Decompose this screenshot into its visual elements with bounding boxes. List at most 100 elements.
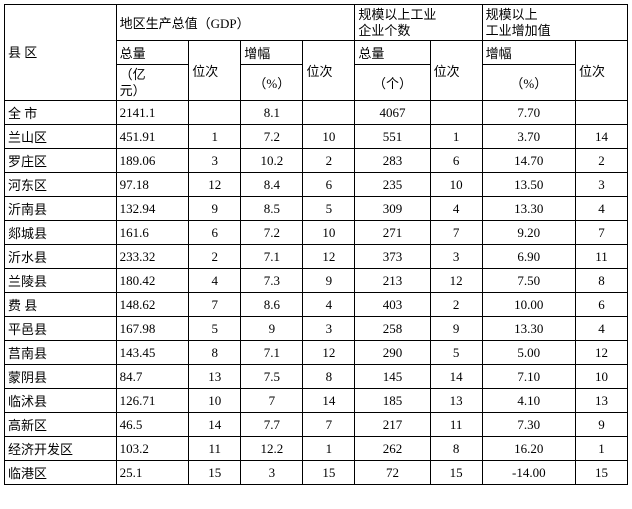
cell-va-growth: 7.70 <box>482 101 575 125</box>
cell-gdp-growth: 8.1 <box>241 101 303 125</box>
hdr-ent-rank: 位次 <box>430 41 482 101</box>
cell-gdp-growth-rank: 12 <box>303 245 355 269</box>
cell-gdp-total: 103.2 <box>116 437 189 461</box>
cell-gdp-total: 167.98 <box>116 317 189 341</box>
cell-gdp-growth: 7.2 <box>241 221 303 245</box>
cell-region: 全 市 <box>5 101 117 125</box>
table-row: 沂水县233.3227.11237336.9011 <box>5 245 628 269</box>
cell-gdp-growth-rank: 6 <box>303 173 355 197</box>
cell-gdp-total: 25.1 <box>116 461 189 485</box>
cell-va-rank: 1 <box>576 437 628 461</box>
cell-va-growth: 7.10 <box>482 365 575 389</box>
table-row: 临沭县126.7110714185134.1013 <box>5 389 628 413</box>
unit-yi-l1: （亿 <box>120 67 146 82</box>
hdr-unit-count: （个） <box>355 65 430 101</box>
cell-region: 沂水县 <box>5 245 117 269</box>
cell-ent-rank: 15 <box>430 461 482 485</box>
cell-gdp-growth-rank: 10 <box>303 125 355 149</box>
table-row: 蒙阴县84.7137.58145147.1010 <box>5 365 628 389</box>
cell-gdp-rank: 8 <box>189 341 241 365</box>
cell-va-rank: 9 <box>576 413 628 437</box>
cell-ent-total: 309 <box>355 197 430 221</box>
hdr-va-rank: 位次 <box>576 41 628 101</box>
cell-ent-rank: 4 <box>430 197 482 221</box>
cell-ent-total: 373 <box>355 245 430 269</box>
cell-gdp-rank: 13 <box>189 365 241 389</box>
cell-region: 临沭县 <box>5 389 117 413</box>
cell-va-growth: 3.70 <box>482 125 575 149</box>
cell-ent-rank: 10 <box>430 173 482 197</box>
cell-va-growth: 7.50 <box>482 269 575 293</box>
cell-ent-rank: 12 <box>430 269 482 293</box>
cell-region: 兰山区 <box>5 125 117 149</box>
cell-gdp-growth-rank: 15 <box>303 461 355 485</box>
hdr-enterprises-group: 规模以上工业 企业个数 <box>355 5 482 41</box>
table-header: 县 区 地区生产总值（GDP） 规模以上工业 企业个数 规模以上 工业增加值 总… <box>5 5 628 101</box>
hdr-gdp-rank: 位次 <box>189 41 241 101</box>
cell-gdp-rank: 5 <box>189 317 241 341</box>
cell-ent-total: 262 <box>355 437 430 461</box>
cell-ent-total: 217 <box>355 413 430 437</box>
cell-gdp-growth-rank: 4 <box>303 293 355 317</box>
cell-va-rank: 12 <box>576 341 628 365</box>
cell-ent-total: 258 <box>355 317 430 341</box>
table-row: 河东区97.18128.462351013.503 <box>5 173 628 197</box>
cell-gdp-growth-rank: 5 <box>303 197 355 221</box>
cell-gdp-total: 143.45 <box>116 341 189 365</box>
cell-gdp-growth-rank: 8 <box>303 365 355 389</box>
cell-gdp-growth-rank: 10 <box>303 221 355 245</box>
cell-va-growth: 13.50 <box>482 173 575 197</box>
hdr-ent-l2: 企业个数 <box>358 23 410 38</box>
cell-gdp-growth-rank: 1 <box>303 437 355 461</box>
cell-gdp-total: 97.18 <box>116 173 189 197</box>
cell-gdp-growth: 7.3 <box>241 269 303 293</box>
cell-gdp-growth-rank <box>303 101 355 125</box>
cell-va-rank: 10 <box>576 365 628 389</box>
cell-va-growth: 7.30 <box>482 413 575 437</box>
cell-gdp-growth-rank: 9 <box>303 269 355 293</box>
cell-ent-total: 213 <box>355 269 430 293</box>
cell-ent-total: 283 <box>355 149 430 173</box>
table-row: 经济开发区103.21112.21262816.201 <box>5 437 628 461</box>
table-row: 兰陵县180.4247.39213127.508 <box>5 269 628 293</box>
cell-ent-rank: 7 <box>430 221 482 245</box>
hdr-gdp-group: 地区生产总值（GDP） <box>116 5 355 41</box>
cell-gdp-total: 233.32 <box>116 245 189 269</box>
cell-gdp-rank: 3 <box>189 149 241 173</box>
hdr-va-l2: 工业增加值 <box>486 23 551 38</box>
cell-gdp-growth: 3 <box>241 461 303 485</box>
cell-gdp-growth: 12.2 <box>241 437 303 461</box>
hdr-gdp-growth-rank: 位次 <box>303 41 355 101</box>
gdp-table: 县 区 地区生产总值（GDP） 规模以上工业 企业个数 规模以上 工业增加值 总… <box>4 4 628 485</box>
cell-va-growth: 16.20 <box>482 437 575 461</box>
table-row: 全 市2141.18.140677.70 <box>5 101 628 125</box>
hdr-value-added-group: 规模以上 工业增加值 <box>482 5 627 41</box>
cell-gdp-total: 189.06 <box>116 149 189 173</box>
cell-gdp-rank: 7 <box>189 293 241 317</box>
cell-gdp-growth: 8.5 <box>241 197 303 221</box>
cell-gdp-growth-rank: 12 <box>303 341 355 365</box>
table-row: 平邑县167.98593258913.304 <box>5 317 628 341</box>
cell-gdp-total: 148.62 <box>116 293 189 317</box>
cell-ent-total: 235 <box>355 173 430 197</box>
cell-va-rank: 2 <box>576 149 628 173</box>
table-row: 沂南县132.9498.55309413.304 <box>5 197 628 221</box>
cell-gdp-rank: 14 <box>189 413 241 437</box>
cell-ent-rank: 13 <box>430 389 482 413</box>
cell-gdp-growth: 7.1 <box>241 341 303 365</box>
cell-region: 郯城县 <box>5 221 117 245</box>
cell-ent-total: 4067 <box>355 101 430 125</box>
cell-ent-rank: 11 <box>430 413 482 437</box>
cell-ent-total: 271 <box>355 221 430 245</box>
cell-gdp-growth: 8.4 <box>241 173 303 197</box>
cell-gdp-total: 46.5 <box>116 413 189 437</box>
table-row: 郯城县161.667.21027179.207 <box>5 221 628 245</box>
cell-ent-total: 290 <box>355 341 430 365</box>
hdr-gdp-growth: 增幅 <box>241 41 303 65</box>
cell-ent-rank: 3 <box>430 245 482 269</box>
cell-va-growth: 10.00 <box>482 293 575 317</box>
cell-ent-total: 72 <box>355 461 430 485</box>
cell-gdp-growth: 8.6 <box>241 293 303 317</box>
cell-region: 临港区 <box>5 461 117 485</box>
cell-gdp-growth-rank: 14 <box>303 389 355 413</box>
